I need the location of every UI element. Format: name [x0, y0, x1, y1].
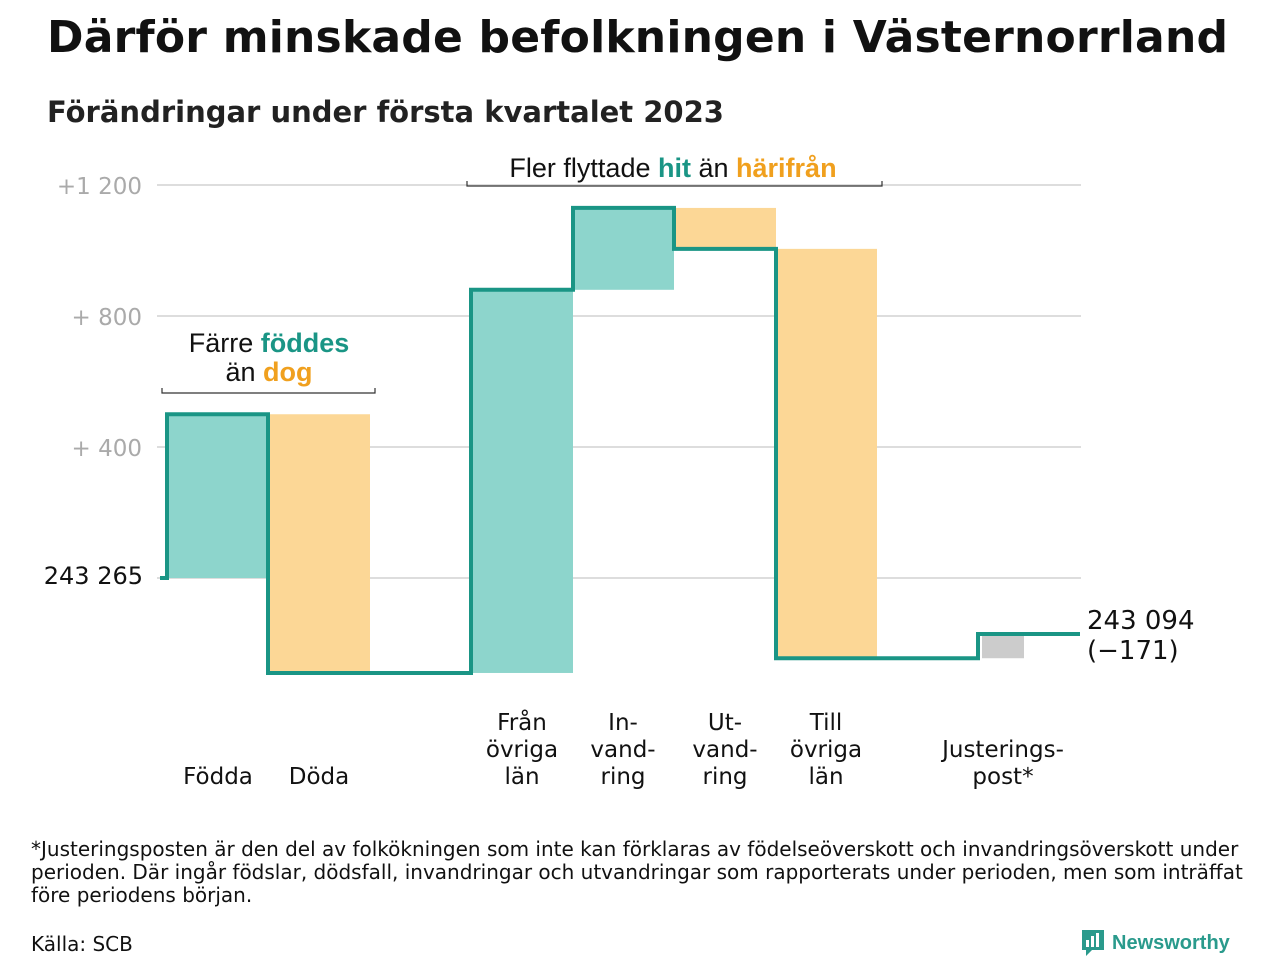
migration-annotation: Fler flyttade hit än härifrån	[509, 153, 836, 183]
bar-invandring	[572, 207, 674, 290]
category-label: ring	[702, 764, 747, 790]
bar-justering	[982, 634, 1024, 659]
start-value-label: 243 265	[44, 562, 143, 590]
migration-bracket	[466, 181, 883, 187]
chart-title: Därför minskade befolkningen i Västernor…	[47, 12, 1229, 63]
footnote: *Justeringsposten är den del av folkökni…	[31, 837, 1243, 907]
category-label: län	[504, 764, 539, 790]
annotation-word: hit	[658, 153, 691, 183]
category-label: Justerings-	[940, 737, 1064, 763]
annotation-word: dog	[263, 357, 312, 387]
y-tick-label: +1 200	[57, 174, 142, 200]
brand-name: Newsworthy	[1112, 931, 1230, 954]
annotation-word: Färre	[189, 328, 261, 358]
annotation-word: än	[225, 357, 263, 387]
net-change-label: (−171)	[1087, 636, 1179, 666]
category-label: Till	[809, 710, 843, 736]
category-label: In-	[608, 710, 638, 736]
bar-till_ovriga	[775, 248, 877, 659]
running-total-line	[160, 205, 1080, 675]
category-label: Födda	[183, 764, 253, 790]
waterfall-chart: +1 200 + 800 + 400 243 265 243 094(−171) Född…	[44, 153, 1195, 790]
source-note: Källa: SCB	[31, 932, 133, 956]
category-label: ring	[600, 764, 645, 790]
annotation-word: härifrån	[736, 153, 837, 183]
bar-doda	[268, 414, 370, 673]
bar-fran_ovriga	[471, 289, 573, 673]
y-tick-label: + 800	[72, 305, 142, 331]
category-label: län	[808, 764, 843, 790]
annotation-word: än	[691, 153, 736, 183]
category-label: Från	[497, 708, 547, 736]
brand-logo: Newsworthy	[1080, 928, 1230, 958]
category-label: övriga	[790, 737, 862, 763]
category-label: Döda	[289, 764, 349, 790]
category-label: post*	[972, 764, 1033, 790]
bar-fodda	[167, 414, 269, 578]
chart-subtitle: Förändringar under första kvartalet 2023	[47, 95, 724, 129]
end-value-label: 243 094	[1087, 606, 1195, 636]
births-bracket	[161, 388, 376, 394]
births-annotation: Färre föddes	[189, 328, 350, 358]
bar-utvandring	[674, 207, 776, 249]
category-label: vand-	[590, 737, 655, 763]
births-annotation: än dog	[225, 357, 312, 387]
category-label: vand-	[692, 737, 757, 763]
category-label: Ut-	[708, 710, 742, 736]
newsworthy-logo-icon	[1082, 930, 1104, 956]
annotation-word: föddes	[261, 328, 350, 358]
annotation-word: Fler flyttade	[509, 153, 658, 183]
y-tick-label: + 400	[72, 436, 142, 462]
category-label: övriga	[486, 737, 558, 763]
